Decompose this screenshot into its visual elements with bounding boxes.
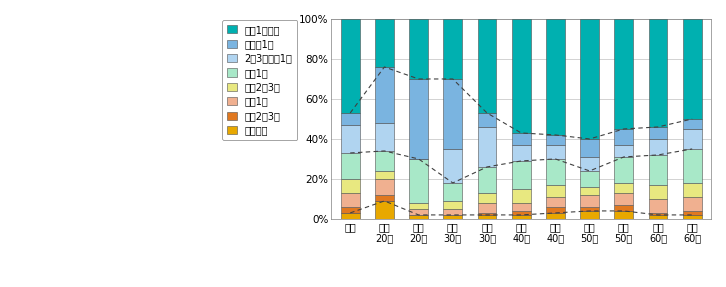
Bar (580, 139, 599, 157)
Bar (648, 139, 667, 155)
Bar (614, 19, 633, 129)
Bar (375, 19, 393, 67)
Bar (444, 183, 462, 201)
Bar (478, 127, 497, 167)
Bar (340, 207, 359, 213)
Bar (340, 113, 359, 125)
Bar (340, 19, 359, 113)
Bar (375, 123, 393, 151)
Bar (375, 195, 393, 201)
Bar (512, 145, 531, 161)
Bar (478, 203, 497, 213)
Bar (614, 129, 633, 145)
Bar (375, 67, 393, 123)
Bar (546, 19, 565, 135)
Bar (375, 171, 393, 179)
Bar (409, 215, 428, 219)
Bar (682, 129, 701, 149)
Bar (580, 19, 599, 139)
Bar (444, 79, 462, 149)
Bar (580, 157, 599, 171)
Bar (546, 135, 565, 145)
Bar (512, 133, 531, 145)
Bar (682, 215, 701, 219)
Bar (614, 145, 633, 157)
Bar (648, 199, 667, 213)
Bar (580, 207, 599, 211)
Bar (409, 209, 428, 215)
Bar (546, 213, 565, 219)
Bar (546, 185, 565, 197)
Bar (614, 211, 633, 219)
Legend: 年に1回以下, 半年に1回, 2～3カ月に1回, 月に1回, 月に2～3回, 週に1回, 週に2～3回, ほぼ毎日: 年に1回以下, 半年に1回, 2～3カ月に1回, 月に1回, 月に2～3回, 週… (222, 20, 298, 140)
Bar (478, 213, 497, 215)
Bar (546, 207, 565, 213)
Bar (340, 153, 359, 179)
Bar (512, 189, 531, 203)
Bar (478, 19, 497, 113)
Bar (512, 203, 531, 211)
Bar (682, 119, 701, 129)
Bar (546, 145, 565, 159)
Bar (340, 193, 359, 207)
Bar (648, 127, 667, 139)
Bar (580, 211, 599, 219)
Bar (580, 187, 599, 195)
Bar (682, 183, 701, 197)
Bar (648, 185, 667, 199)
Bar (648, 215, 667, 219)
Bar (409, 19, 428, 79)
Bar (682, 19, 701, 119)
Bar (478, 193, 497, 203)
Bar (340, 179, 359, 193)
Bar (409, 203, 428, 209)
Bar (444, 201, 462, 209)
Bar (512, 211, 531, 215)
Bar (478, 167, 497, 193)
Bar (580, 195, 599, 207)
Bar (648, 155, 667, 185)
Bar (682, 149, 701, 183)
Bar (478, 113, 497, 127)
Bar (512, 215, 531, 219)
Bar (648, 213, 667, 215)
Bar (409, 79, 428, 159)
Bar (580, 171, 599, 187)
Bar (512, 19, 531, 133)
Bar (444, 19, 462, 79)
Bar (614, 157, 633, 183)
Bar (340, 125, 359, 153)
Bar (444, 149, 462, 183)
Bar (478, 215, 497, 219)
Bar (375, 151, 393, 171)
Bar (375, 179, 393, 195)
Bar (648, 19, 667, 127)
Bar (444, 209, 462, 215)
Bar (512, 161, 531, 189)
Bar (682, 211, 701, 215)
Bar (614, 205, 633, 211)
Bar (409, 159, 428, 203)
Bar (444, 215, 462, 219)
Bar (682, 197, 701, 211)
Bar (546, 159, 565, 185)
Bar (614, 183, 633, 193)
Bar (546, 197, 565, 207)
Bar (614, 193, 633, 205)
Bar (340, 213, 359, 219)
Bar (375, 201, 393, 219)
